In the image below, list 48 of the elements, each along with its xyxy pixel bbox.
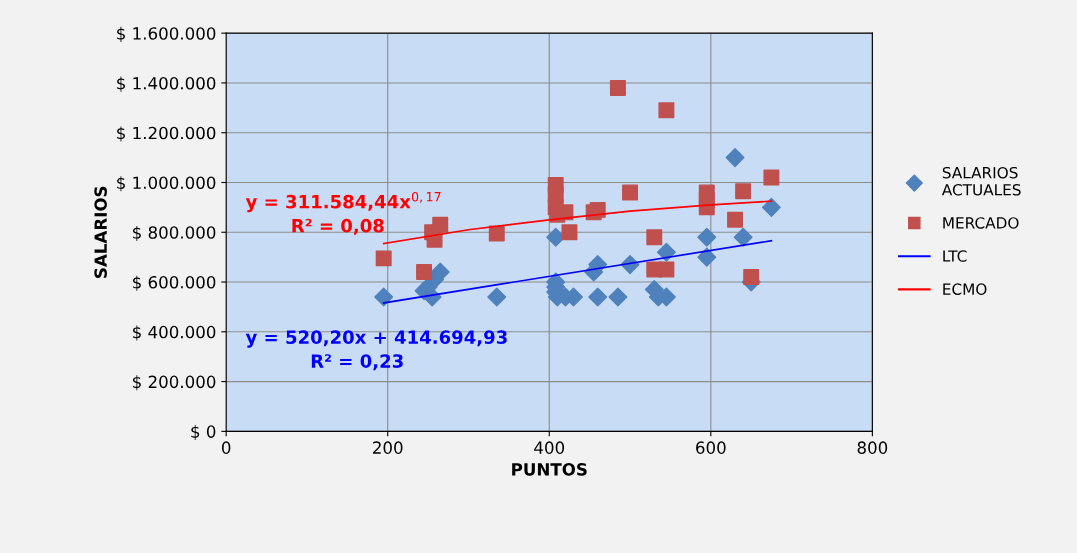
y-tick-label: $ 600.000 (133, 275, 216, 291)
y-tick-label: $ 800.000 (133, 225, 216, 242)
point (646, 229, 663, 246)
point (609, 79, 626, 96)
x-axis-title: PUNTOS (512, 463, 587, 476)
y-tick-label: $ 0 (191, 425, 216, 441)
point (430, 262, 450, 282)
legend-label: SALARIOS ACTUALES (941, 166, 1021, 196)
annotation: R² = 0,08 (292, 218, 384, 235)
x-tick-label: 600 (696, 441, 726, 454)
point (487, 287, 507, 307)
x-tick-label: 0 (221, 441, 231, 454)
point (761, 197, 781, 217)
point (697, 227, 717, 247)
y-tick-label: $ 1.600.000 (117, 26, 216, 42)
point (588, 287, 608, 307)
point (733, 227, 753, 247)
annotation: y = 520,20x + 414.694,93 (245, 330, 507, 348)
legend-label: LTC (943, 250, 967, 262)
y-axis-title: SALARIOS (94, 186, 107, 278)
point (608, 287, 628, 307)
point (658, 261, 675, 278)
point (697, 247, 717, 267)
point (374, 287, 394, 307)
point (735, 183, 752, 200)
point (432, 216, 449, 233)
x-tick-label: 200 (373, 441, 403, 454)
point (658, 102, 675, 119)
y-tick-label: $ 1.000.000 (117, 176, 216, 192)
point (725, 148, 745, 168)
annotation: R² = 0,23 (311, 354, 403, 371)
point (727, 211, 744, 228)
annotation: y = 311.584,44x$^{0,17}$ (245, 191, 441, 213)
x-tick-label: 800 (857, 441, 888, 454)
y-tick-label: $ 200.000 (133, 375, 216, 391)
x-tick-label: 400 (534, 441, 565, 454)
y-tick-label: $ 400.000 (133, 325, 216, 341)
point (561, 224, 578, 241)
point (763, 169, 780, 186)
legend-label: MERCADO (943, 217, 1019, 229)
y-tick-label: $ 1.400.000 (117, 76, 216, 92)
point (743, 269, 760, 286)
point (375, 250, 392, 267)
y-tick-label: $ 1.200.000 (117, 126, 216, 142)
point (622, 184, 639, 201)
legend-label: ECMO (943, 283, 987, 295)
point (656, 242, 676, 262)
point (416, 264, 433, 281)
